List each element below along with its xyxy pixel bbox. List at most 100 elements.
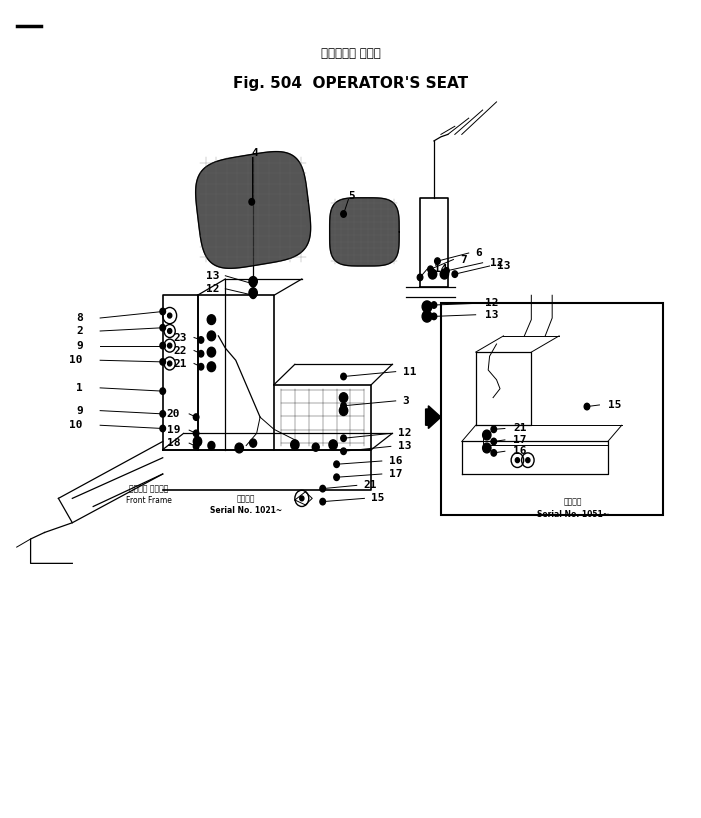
Circle shape [435,258,440,264]
Circle shape [160,388,165,394]
Text: 22: 22 [173,345,186,356]
Circle shape [207,348,216,357]
Text: 11: 11 [402,366,416,376]
Text: 8: 8 [76,313,83,323]
Text: 18: 18 [167,438,180,448]
Text: 7: 7 [461,254,467,264]
Text: オペレータ シート: オペレータ シート [320,47,381,60]
Circle shape [168,313,172,318]
Circle shape [334,461,339,468]
Circle shape [249,199,254,205]
Circle shape [482,443,491,453]
Circle shape [160,411,165,417]
Circle shape [160,308,165,315]
Circle shape [428,266,433,272]
Circle shape [168,361,172,366]
Text: 21: 21 [513,424,526,434]
Text: 12: 12 [489,258,503,267]
Circle shape [422,301,432,312]
Circle shape [250,281,256,287]
Text: 2: 2 [76,326,83,336]
Circle shape [198,350,204,357]
Text: 15: 15 [372,493,385,503]
Text: 10: 10 [69,355,83,366]
Circle shape [207,315,216,325]
Text: 4: 4 [252,148,259,158]
Text: Fig. 504  OPERATOR'S SEAT: Fig. 504 OPERATOR'S SEAT [233,76,468,91]
Circle shape [160,343,165,349]
Circle shape [291,440,299,450]
Text: 21: 21 [364,480,377,490]
Circle shape [339,406,348,416]
Circle shape [482,430,491,440]
Circle shape [584,403,590,410]
Circle shape [250,292,256,299]
Circle shape [168,329,172,334]
Circle shape [320,498,325,505]
Circle shape [235,443,243,453]
Circle shape [207,331,216,341]
Circle shape [312,443,319,452]
Bar [441,303,663,515]
Text: 23: 23 [173,332,186,343]
Circle shape [452,271,458,277]
Circle shape [320,485,325,492]
Text: 9: 9 [76,340,83,351]
Circle shape [250,439,257,447]
Text: 13: 13 [496,261,510,271]
Circle shape [341,373,346,380]
Circle shape [207,362,216,371]
Text: 12: 12 [485,299,499,308]
Circle shape [341,402,346,409]
Circle shape [160,358,165,365]
Text: 13: 13 [485,310,499,320]
Circle shape [300,496,304,501]
Circle shape [444,267,449,274]
Text: 12: 12 [397,429,411,438]
Circle shape [193,443,199,450]
Text: 10: 10 [69,420,83,430]
Circle shape [341,211,346,218]
Circle shape [526,458,530,463]
Circle shape [193,430,199,437]
Text: 9: 9 [76,406,83,416]
Circle shape [329,440,337,450]
Circle shape [417,274,423,281]
Text: 13: 13 [206,271,219,281]
Circle shape [431,302,437,308]
Circle shape [491,426,496,433]
Text: 13: 13 [397,442,411,452]
Circle shape [491,438,496,445]
Text: 17: 17 [389,469,402,479]
Text: 14: 14 [434,264,447,274]
Circle shape [431,313,437,320]
Circle shape [515,458,519,463]
Circle shape [208,442,215,450]
Polygon shape [196,151,311,268]
Circle shape [428,269,437,279]
Circle shape [193,414,199,420]
Circle shape [249,276,257,286]
Circle shape [198,363,204,370]
Circle shape [422,311,432,322]
Text: 3: 3 [402,396,409,406]
Circle shape [334,474,339,480]
Circle shape [341,435,346,442]
Text: 12: 12 [206,284,219,294]
Text: 21: 21 [173,358,186,368]
Circle shape [168,344,172,348]
Text: 17: 17 [513,435,526,445]
Circle shape [341,448,346,455]
Circle shape [491,450,496,456]
Circle shape [193,437,202,447]
Text: 16: 16 [513,447,526,456]
Text: 20: 20 [167,409,180,419]
FancyArrow shape [426,406,441,429]
Text: 19: 19 [167,425,180,435]
Polygon shape [329,198,399,266]
Text: 適用番号
Serial No. 1021~: 適用番号 Serial No. 1021~ [210,494,283,515]
Text: フロント フレーム
Front Frame: フロント フレーム Front Frame [126,484,172,505]
Circle shape [160,325,165,331]
Text: 16: 16 [389,456,402,466]
Text: 1: 1 [76,383,83,393]
